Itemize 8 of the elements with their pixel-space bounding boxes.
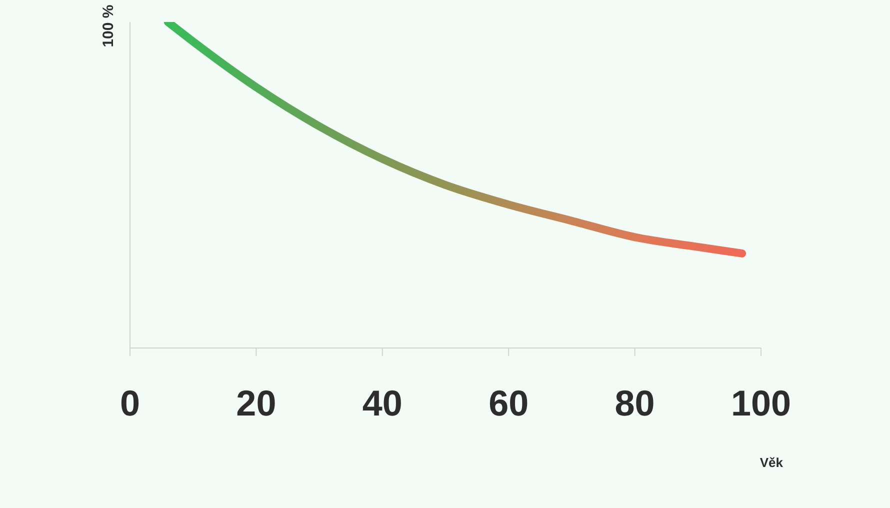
x-tick-label: 0 bbox=[120, 382, 140, 424]
x-tick-label: 40 bbox=[362, 382, 402, 424]
x-tick-label: 20 bbox=[236, 382, 276, 424]
y-axis-title: 100 % bbox=[100, 4, 117, 48]
x-axis-title: Věk bbox=[760, 455, 784, 470]
x-tick-label: 60 bbox=[488, 382, 529, 424]
x-tick-label: 100 bbox=[730, 382, 792, 424]
x-tick-label: 80 bbox=[614, 382, 655, 424]
